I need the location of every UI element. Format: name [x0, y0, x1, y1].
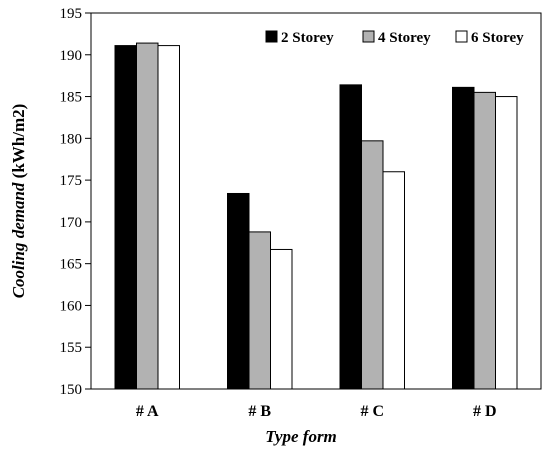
y-tick-label: 155: [60, 340, 83, 356]
x-tick-label: # B: [248, 403, 271, 420]
bar: [361, 140, 384, 390]
plot-area-frame: [90, 12, 542, 390]
bar: [473, 91, 496, 390]
x-tick-label: # C: [360, 403, 384, 420]
bar: [382, 171, 405, 390]
bar: [114, 45, 137, 390]
legend-swatch: [265, 30, 278, 43]
y-tick-label: 180: [60, 131, 83, 147]
y-axis-title-main: Cooling demand: [9, 182, 28, 298]
bar: [495, 96, 518, 390]
bar: [227, 192, 250, 390]
y-tick-label: 170: [60, 215, 83, 231]
x-axis-ticks: # A # B # C # D: [136, 403, 497, 420]
y-tick-label: 185: [60, 90, 83, 106]
bar: [452, 86, 475, 390]
bar: [248, 231, 271, 390]
bars: [114, 42, 518, 390]
bar: [339, 84, 362, 390]
y-tick-label: 175: [60, 173, 83, 189]
y-tick-label: 150: [60, 382, 83, 398]
legend-label: 4 Storey: [378, 30, 431, 46]
bar: [270, 248, 293, 390]
legend-swatch: [455, 30, 468, 43]
y-tick-label: 195: [60, 6, 83, 22]
y-axis-ticks: 150 155 160 165 170 175 180 185 190 195: [60, 6, 91, 398]
x-axis-title: Type form: [265, 427, 337, 446]
bar: [157, 45, 180, 390]
x-tick-label: # A: [136, 403, 159, 420]
y-tick-label: 160: [60, 298, 83, 314]
y-axis-title: Cooling demand (kWh/m2): [9, 104, 28, 299]
legend: 2 Storey 4 Storey 6 Storey: [265, 30, 524, 46]
legend-swatch: [362, 30, 375, 43]
y-tick-label: 190: [60, 48, 83, 64]
legend-label: 6 Storey: [471, 30, 524, 46]
y-axis-title-unit: (kWh/m2): [9, 104, 28, 183]
y-tick-label: 165: [60, 257, 83, 273]
x-tick-label: # D: [473, 403, 497, 420]
legend-label: 2 Storey: [281, 30, 334, 46]
bar: [136, 42, 159, 390]
